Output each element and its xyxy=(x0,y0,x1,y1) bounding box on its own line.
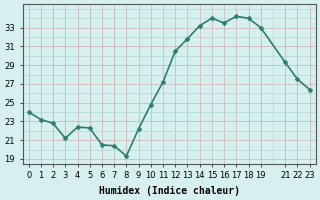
X-axis label: Humidex (Indice chaleur): Humidex (Indice chaleur) xyxy=(99,186,240,196)
